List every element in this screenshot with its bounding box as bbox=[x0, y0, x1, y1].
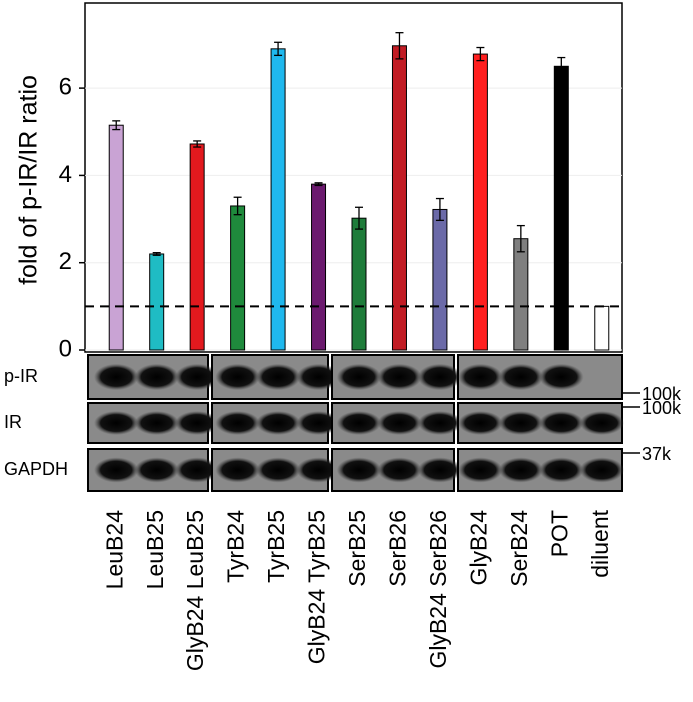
x-tick-label: diluent bbox=[587, 509, 613, 577]
bar bbox=[351, 217, 367, 351]
bar bbox=[553, 65, 569, 351]
blot-band bbox=[377, 457, 422, 483]
bar bbox=[270, 48, 286, 351]
x-tick-label: POT bbox=[546, 510, 572, 557]
bar bbox=[594, 305, 610, 351]
x-tick-label: GlyB24 LeuB25 bbox=[182, 510, 208, 671]
blot-band bbox=[458, 363, 503, 391]
blot-band bbox=[498, 363, 544, 391]
x-tick-label: SerB25 bbox=[344, 510, 370, 587]
x-tick-label: GlyB24 bbox=[465, 510, 491, 586]
marker-label: 100k bbox=[642, 384, 682, 404]
bar bbox=[108, 124, 124, 351]
blot-band bbox=[377, 363, 422, 391]
blot-band bbox=[377, 411, 422, 435]
blot-band bbox=[93, 411, 139, 435]
blot-band bbox=[215, 363, 260, 391]
blot-label: GAPDH bbox=[4, 459, 68, 479]
plot-frame bbox=[84, 2, 623, 353]
x-tick-label: LeuB24 bbox=[101, 510, 127, 590]
blot-band bbox=[215, 411, 260, 435]
x-tick-label: LeuB25 bbox=[142, 510, 168, 589]
bar bbox=[189, 143, 205, 351]
blot-label: IR bbox=[4, 412, 22, 432]
y-tick-label: 4 bbox=[59, 161, 72, 188]
blot-band bbox=[174, 363, 220, 391]
blot-band bbox=[255, 411, 301, 435]
blot-band bbox=[93, 457, 139, 483]
x-tick-label: SerB26 bbox=[385, 510, 411, 587]
blot-band bbox=[458, 411, 503, 435]
bar bbox=[149, 253, 165, 351]
blot-band bbox=[336, 411, 382, 435]
blot-band bbox=[134, 411, 179, 435]
blot-band bbox=[579, 457, 625, 483]
bar bbox=[391, 45, 407, 351]
x-tick-label: TyrB24 bbox=[223, 510, 249, 583]
blot-band bbox=[498, 411, 544, 435]
y-tick-label: 2 bbox=[59, 248, 72, 275]
x-tick-label: GlyB24 TyrB25 bbox=[304, 510, 330, 664]
blot-band bbox=[498, 457, 544, 483]
blot-band bbox=[417, 363, 463, 391]
y-tick-label: 6 bbox=[59, 73, 72, 100]
blot-band bbox=[174, 457, 220, 483]
x-tick-label: TyrB25 bbox=[263, 510, 289, 583]
y-axis-label: fold of p-IR/IR ratio bbox=[15, 75, 43, 285]
blot-band bbox=[458, 457, 503, 483]
marker-label: 37k bbox=[642, 444, 672, 464]
blot-band bbox=[296, 411, 341, 435]
blot-label: p-IR bbox=[4, 366, 38, 386]
blot-band bbox=[336, 363, 382, 391]
blot-band bbox=[539, 457, 584, 483]
x-tick-label: GlyB24 SerB26 bbox=[425, 510, 451, 669]
x-tick-label: SerB24 bbox=[506, 510, 532, 587]
blot-band bbox=[134, 363, 179, 391]
blot-band bbox=[255, 363, 301, 391]
blot-band bbox=[579, 411, 625, 435]
blot-band bbox=[539, 363, 584, 391]
blot-band bbox=[417, 457, 463, 483]
blot-band bbox=[417, 411, 463, 435]
blot-band bbox=[255, 457, 301, 483]
bar bbox=[432, 208, 448, 351]
blot-band bbox=[93, 363, 139, 391]
blot-band bbox=[215, 457, 260, 483]
bar bbox=[311, 183, 327, 351]
blot-band bbox=[296, 363, 341, 391]
blot-band bbox=[296, 457, 341, 483]
blot-band bbox=[174, 411, 220, 435]
bar bbox=[513, 238, 529, 351]
bar bbox=[230, 205, 246, 351]
blot-band bbox=[336, 457, 382, 483]
marker-label: 100k bbox=[642, 398, 682, 418]
blot-band bbox=[134, 457, 179, 483]
y-tick-label: 0 bbox=[59, 335, 72, 362]
blot-band bbox=[539, 411, 584, 435]
